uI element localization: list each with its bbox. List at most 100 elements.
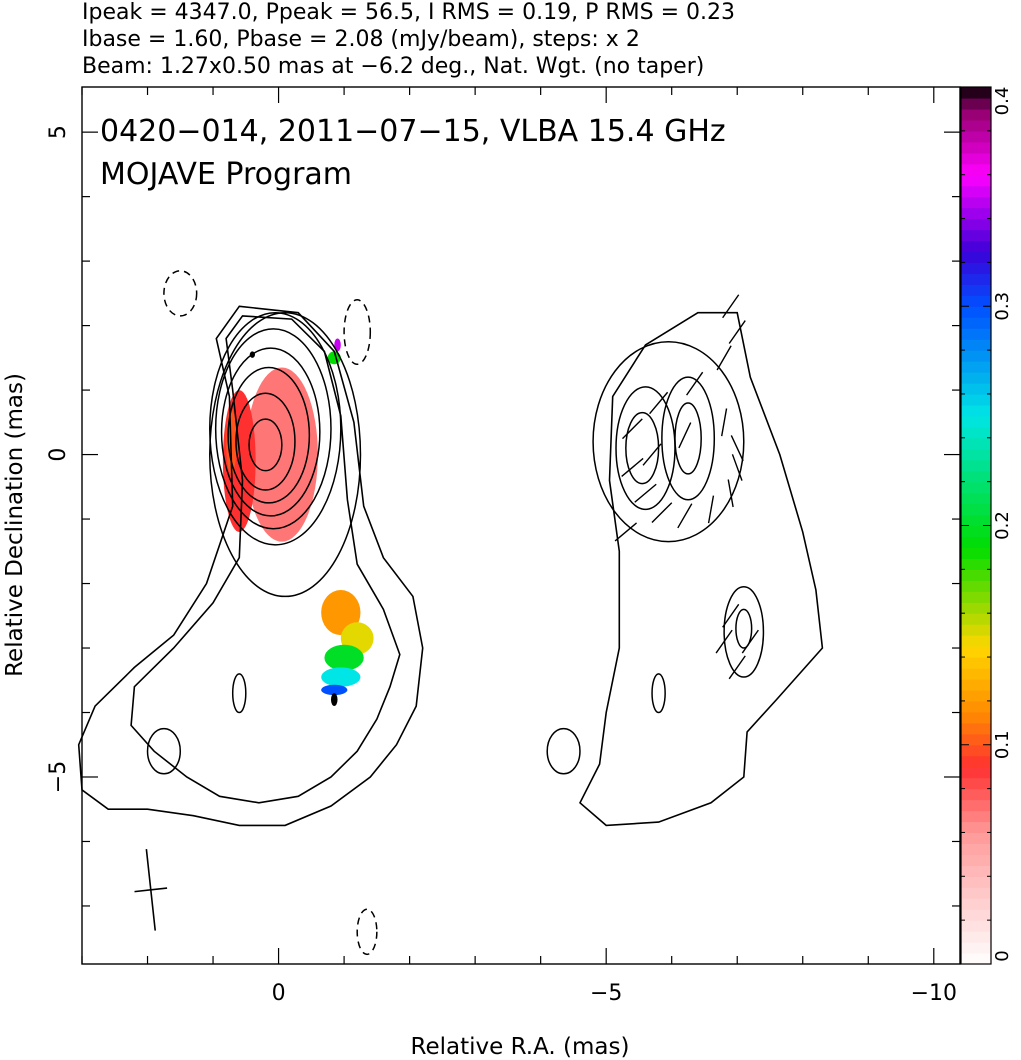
colorbar-swatch bbox=[961, 350, 991, 362]
evpa-vector-4 bbox=[649, 391, 669, 415]
evpa-vector-21 bbox=[614, 522, 638, 542]
colorbar-swatch bbox=[961, 777, 991, 790]
colorbar-swatch bbox=[961, 843, 991, 855]
colorbar-tick-label: 0.1 bbox=[992, 730, 1013, 759]
evpa-vector-16 bbox=[642, 443, 662, 466]
colorbar-swatch bbox=[961, 306, 991, 318]
colorbar-swatch bbox=[961, 668, 991, 680]
colorbar: 0 0.1 0.2 0.3 0.4 bbox=[960, 86, 1013, 965]
beam-cross bbox=[134, 849, 168, 931]
stokes-i-contours bbox=[77, 270, 424, 956]
colorbar-swatch bbox=[961, 229, 991, 242]
colorbar-swatch bbox=[961, 503, 991, 516]
negative-contour-0 bbox=[356, 908, 378, 956]
stokes-i-island-0 bbox=[146, 727, 182, 775]
colorbar-swatch bbox=[961, 119, 991, 132]
colorbar-swatch bbox=[961, 547, 991, 559]
colorbar-swatch bbox=[961, 437, 991, 450]
colorbar-swatch bbox=[961, 459, 991, 472]
stokes-i-contour-0 bbox=[248, 418, 283, 472]
colorbar-swatch bbox=[961, 722, 991, 735]
colorbar-swatch bbox=[961, 262, 991, 274]
colorbar-swatch bbox=[961, 931, 991, 943]
colorbar-swatch bbox=[961, 152, 991, 165]
colorbar-swatch bbox=[961, 788, 991, 801]
colorbar-swatch bbox=[961, 448, 991, 461]
stokes-i-second-contour bbox=[130, 315, 401, 804]
stokes-i-outer-contour bbox=[77, 305, 424, 827]
polarization-patch-6 bbox=[321, 667, 361, 687]
evpa-vectors bbox=[614, 294, 759, 680]
colorbar-swatch bbox=[961, 854, 991, 866]
header-line-3: Beam: 1.27x0.50 mas at −6.2 deg., Nat. W… bbox=[82, 54, 704, 79]
x-tick-label: −5 bbox=[590, 981, 622, 1006]
source-annotation: 0420−014, 2011−07−15, VLBA 15.4 GHz bbox=[100, 114, 726, 149]
colorbar-swatch bbox=[961, 624, 991, 636]
evpa-vector-1 bbox=[728, 320, 746, 344]
stokes-i-contour-2 bbox=[227, 366, 311, 504]
colorbar-swatch bbox=[961, 251, 991, 263]
evpa-vector-2 bbox=[716, 345, 732, 371]
colorbar-swatch bbox=[961, 766, 991, 779]
colorbar-swatch bbox=[961, 591, 991, 603]
colorbar-swatch bbox=[961, 163, 991, 176]
colorbar-swatch bbox=[961, 613, 991, 625]
evpa-vector-10 bbox=[707, 495, 715, 524]
colorbar-swatch bbox=[961, 240, 991, 253]
colorbar-swatch bbox=[961, 942, 991, 954]
colorbar-swatch bbox=[961, 887, 991, 899]
colorbar-swatch bbox=[961, 284, 991, 296]
y-axis-label: Relative Declination (mas) bbox=[2, 373, 28, 677]
colorbar-swatch bbox=[961, 361, 991, 373]
evpa-vector-13 bbox=[730, 435, 744, 462]
colorbar-swatch bbox=[961, 174, 991, 187]
colorbar-swatch bbox=[961, 218, 991, 231]
stokes-i-contour-1 bbox=[235, 392, 296, 491]
polarization-patch-10 bbox=[334, 338, 341, 352]
colorbar-swatch bbox=[961, 580, 991, 592]
colorbar-swatch bbox=[961, 920, 991, 932]
colorbar-swatch bbox=[961, 295, 991, 307]
colorbar-swatch bbox=[961, 382, 991, 395]
stokes-i-island-1 bbox=[231, 673, 247, 714]
evpa-vector-18 bbox=[741, 629, 759, 654]
polarized-contour-2 bbox=[674, 402, 702, 475]
polarized-contour-3 bbox=[661, 376, 716, 501]
x-tick-label: −10 bbox=[911, 981, 957, 1006]
header-line-2: Ibase = 1.60, Pbase = 2.08 (mJy/beam), s… bbox=[82, 27, 640, 52]
colorbar-swatch bbox=[961, 207, 991, 220]
colorbar-swatch bbox=[961, 130, 991, 143]
colorbar-swatch bbox=[961, 339, 991, 351]
polarized-contour-8 bbox=[546, 727, 581, 775]
evpa-vector-11 bbox=[727, 479, 734, 508]
colorbar-swatch bbox=[961, 196, 991, 209]
colorbar-swatch bbox=[961, 569, 991, 581]
polarization-patch-5 bbox=[324, 644, 364, 671]
colorbar-swatch bbox=[961, 492, 991, 505]
evpa-vector-9 bbox=[677, 503, 693, 529]
colorbar-swatch bbox=[961, 317, 991, 329]
colorbar-tick-label: 0.3 bbox=[992, 292, 1013, 321]
colorbar-swatch bbox=[961, 646, 991, 658]
colorbar-swatch bbox=[961, 898, 991, 910]
colorbar-swatch bbox=[961, 141, 991, 154]
stokes-i-contour-5 bbox=[209, 311, 342, 546]
plot-frame bbox=[81, 86, 961, 965]
stokes-i-contour-3 bbox=[220, 347, 321, 517]
colorbar-swatch bbox=[961, 404, 991, 417]
colorbar-swatch bbox=[961, 415, 991, 428]
colorbar-swatch bbox=[961, 97, 991, 110]
colorbar-swatch bbox=[961, 108, 991, 121]
colorbar-swatch bbox=[961, 700, 991, 713]
evpa-vector-15 bbox=[678, 422, 692, 449]
colorbar-swatch bbox=[961, 470, 991, 483]
colorbar-tick-label: 0.4 bbox=[992, 87, 1013, 116]
evpa-vector-6 bbox=[621, 457, 644, 477]
colorbar-swatch bbox=[961, 832, 991, 845]
colorbar-swatch bbox=[961, 393, 991, 406]
polarization-patch-0 bbox=[245, 367, 318, 542]
colorbar-tick-label: 0.2 bbox=[992, 511, 1013, 540]
negative-contour-1 bbox=[163, 270, 198, 317]
polarized-contour-7 bbox=[651, 673, 666, 714]
